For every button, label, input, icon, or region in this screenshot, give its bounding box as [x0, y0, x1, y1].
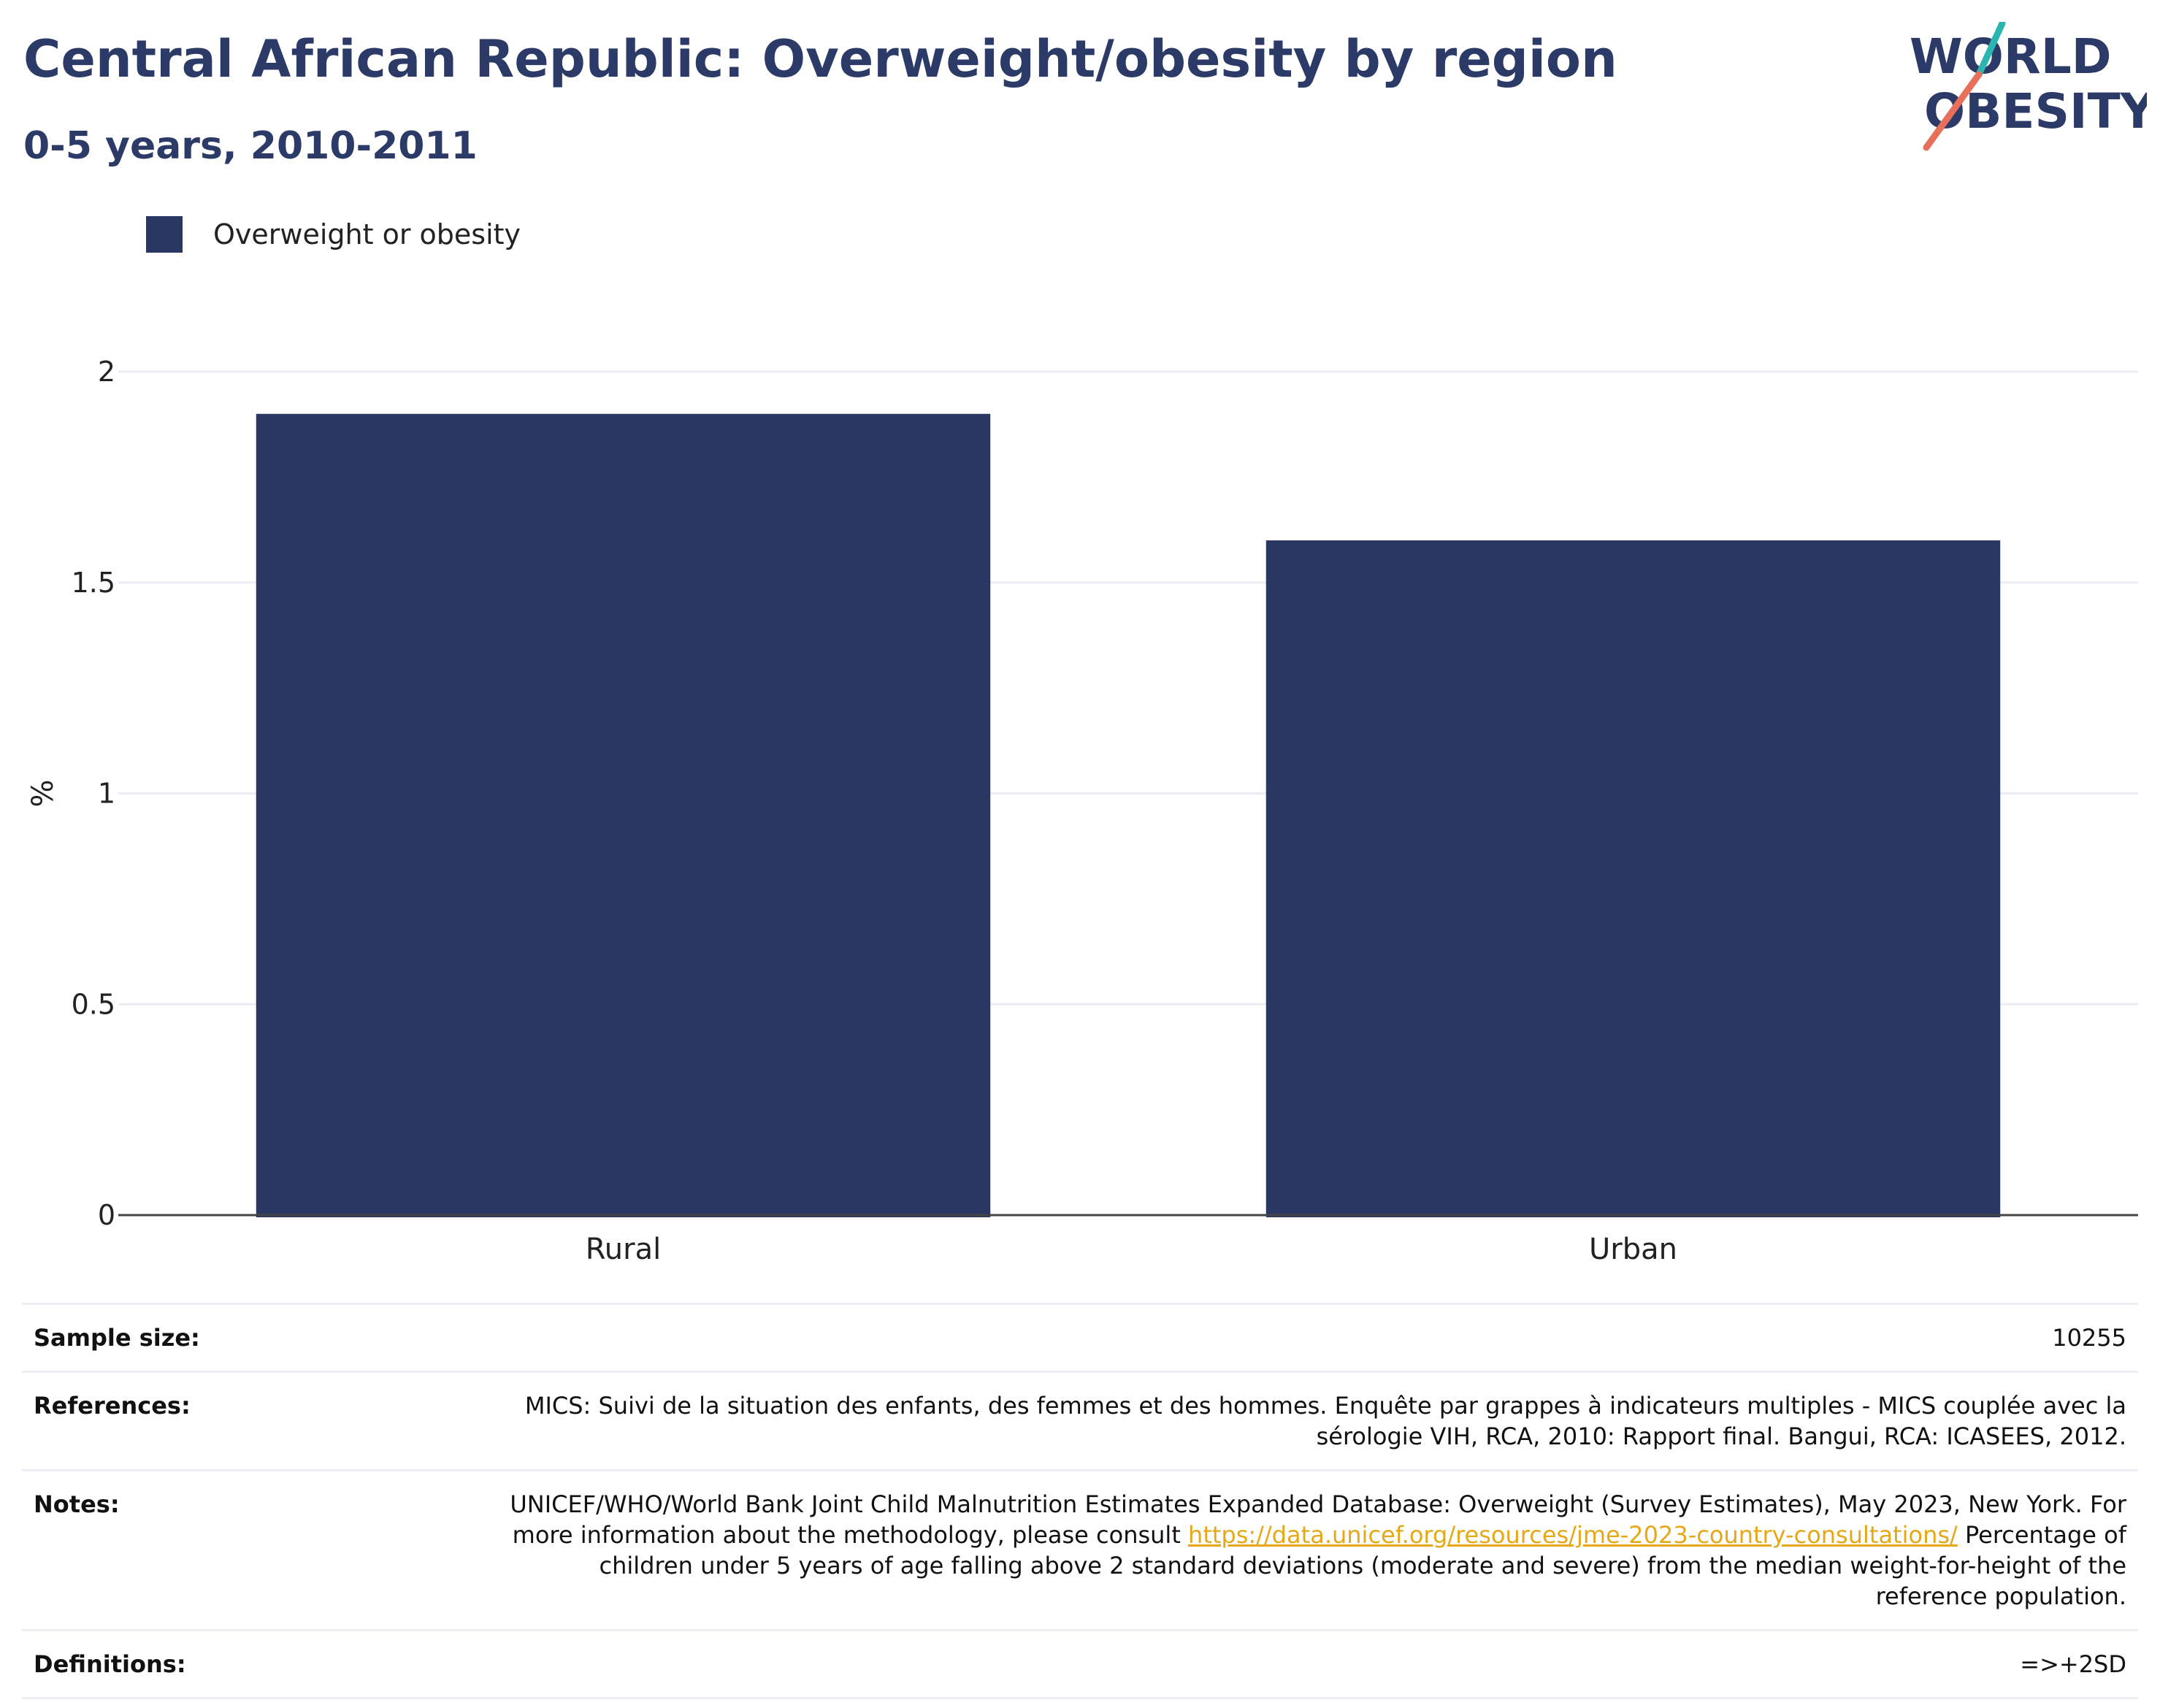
sample-size-row: Sample size: 10255 — [22, 1303, 2138, 1373]
logo-text-world: WORLD — [1910, 28, 2112, 85]
y-tick-label: 0.5 — [72, 988, 115, 1020]
notes-link[interactable]: https://data.unicef.org/resources/jme-20… — [1188, 1521, 1958, 1549]
notes-text-before: UNICEF/WHO/World Bank Joint Child Malnut… — [510, 1490, 2126, 1549]
chart-title: Central African Republic: Overweight/obe… — [23, 29, 1617, 89]
bar-rural[interactable] — [256, 413, 991, 1217]
legend[interactable]: Overweight or obesity — [146, 216, 521, 253]
logo-slash-top — [1975, 22, 2006, 78]
references-value: MICS: Suivi de la situation des enfants,… — [483, 1371, 2138, 1471]
references-row: References: MICS: Suivi de la situation … — [22, 1371, 2138, 1471]
y-axis-label: % — [26, 779, 60, 807]
bar-urban[interactable] — [1265, 540, 2001, 1217]
bars-layer — [256, 413, 2001, 1217]
y-tick-label: 0 — [98, 1199, 115, 1231]
references-label: References: — [22, 1371, 483, 1471]
notes-row: Notes: UNICEF/WHO/World Bank Joint Child… — [22, 1469, 2138, 1631]
world-obesity-logo: WORLD OBESITY — [1910, 22, 2147, 151]
notes-value: UNICEF/WHO/World Bank Joint Child Malnut… — [483, 1469, 2138, 1631]
legend-swatch — [146, 216, 183, 253]
sample-size-label: Sample size: — [22, 1303, 483, 1373]
notes-label: Notes: — [22, 1469, 483, 1631]
chart-subtitle: 0-5 years, 2010-2011 — [23, 124, 478, 168]
logo-slash-bottom — [1923, 71, 1983, 151]
y-tick-label: 2 — [98, 356, 115, 388]
x-tick-label: Rural — [586, 1233, 661, 1266]
legend-label: Overweight or obesity — [213, 218, 521, 250]
bar-chart: 0 0.5 1 1.5 2 Rural Urban % — [26, 356, 2138, 1266]
logo-text-obesity: OBESITY — [1924, 83, 2147, 139]
info-table: Sample size: 10255 References: MICS: Sui… — [22, 1303, 2138, 1699]
axis-layer: 0 0.5 1 1.5 2 Rural Urban — [72, 356, 2138, 1266]
y-tick-label: 1.5 — [72, 567, 115, 599]
y-tick-label: 1 — [98, 778, 115, 810]
notes-text-after: Percentage of children under 5 years of … — [599, 1521, 2127, 1610]
definitions-value: =>+2SD — [483, 1629, 2138, 1699]
definitions-row: Definitions: =>+2SD — [22, 1629, 2138, 1699]
x-tick-label: Urban — [1589, 1233, 1677, 1266]
definitions-label: Definitions: — [22, 1629, 483, 1699]
sample-size-value: 10255 — [483, 1303, 2138, 1373]
